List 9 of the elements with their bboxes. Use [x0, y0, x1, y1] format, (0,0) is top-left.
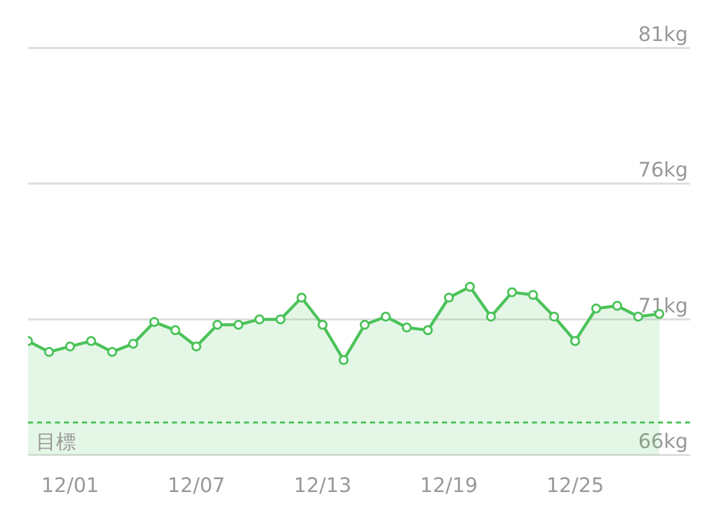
- x-tick-label: 12/19: [420, 473, 478, 497]
- x-tick-label: 12/01: [41, 473, 99, 497]
- x-tick-label: 12/25: [546, 473, 604, 497]
- x-tick-label: 12/07: [168, 473, 226, 497]
- y-tick-label: 66kg: [638, 429, 688, 453]
- y-tick-label: 76kg: [638, 158, 688, 182]
- ref-line-label: 目標: [36, 429, 76, 454]
- y-tick-label: 81kg: [638, 22, 688, 46]
- x-tick-label: 12/13: [294, 473, 352, 497]
